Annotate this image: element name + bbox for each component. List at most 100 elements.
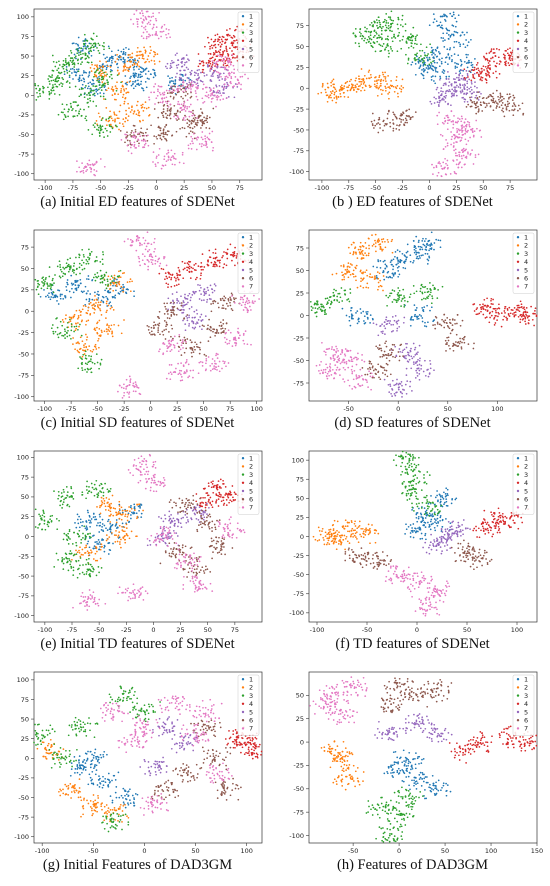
data-point (477, 91, 479, 93)
legend-label: 6 (524, 54, 528, 62)
data-point (85, 298, 88, 301)
data-point (167, 159, 170, 161)
data-point (452, 25, 455, 27)
data-point (240, 83, 242, 86)
data-point (442, 37, 445, 39)
data-point (489, 93, 491, 96)
data-point (169, 80, 171, 83)
x-tick-label: 25 (452, 184, 460, 192)
data-point (455, 31, 457, 33)
data-point (74, 71, 77, 73)
data-point (186, 319, 189, 322)
data-point (70, 282, 73, 285)
data-point (88, 47, 90, 50)
data-point (204, 45, 206, 48)
data-point (392, 85, 395, 88)
data-point (129, 143, 132, 146)
data-point (200, 272, 202, 275)
data-point (222, 64, 225, 66)
data-point (426, 242, 428, 245)
data-point (126, 144, 129, 147)
data-point (63, 328, 66, 331)
data-point (414, 73, 417, 76)
data-point (198, 325, 201, 328)
data-point (421, 58, 424, 60)
data-point (221, 367, 223, 370)
data-point (227, 299, 230, 302)
data-point (335, 95, 338, 98)
data-point (126, 281, 129, 283)
data-point (478, 75, 481, 77)
data-point (96, 331, 99, 334)
data-point (380, 29, 383, 32)
data-point (440, 175, 443, 177)
data-point (208, 294, 211, 296)
data-point (453, 81, 456, 84)
data-point (170, 348, 173, 351)
data-point (471, 101, 474, 103)
data-point (190, 306, 193, 308)
data-point (392, 265, 395, 268)
data-point (80, 47, 83, 50)
scatter-plot-a: -100 -75 -50 -25 0 25 50 75-100-75-50-250255075… (14, 8, 263, 192)
data-point (241, 296, 244, 299)
data-point (209, 336, 212, 339)
data-point (144, 73, 147, 75)
data-point (188, 110, 190, 113)
data-point (111, 61, 113, 64)
data-point (187, 77, 190, 79)
data-point (380, 27, 383, 30)
data-point (211, 60, 214, 62)
data-point (67, 110, 69, 113)
data-point (190, 90, 192, 93)
data-point (435, 67, 438, 69)
data-point (224, 62, 227, 65)
data-point (107, 45, 110, 48)
data-point (148, 255, 151, 258)
data-point (373, 119, 376, 122)
data-point (78, 342, 80, 345)
data-point (372, 25, 374, 28)
data-point (142, 14, 145, 17)
data-point (184, 362, 187, 364)
data-point (216, 66, 219, 69)
data-point (508, 93, 511, 95)
data-point (176, 302, 178, 304)
data-point (79, 356, 81, 358)
data-point (126, 83, 128, 86)
data-point (227, 72, 230, 75)
data-point (175, 277, 177, 280)
data-point (93, 67, 96, 70)
data-point (363, 81, 366, 84)
data-point (77, 112, 80, 115)
data-point (243, 342, 246, 345)
data-point (155, 97, 158, 100)
data-point (154, 17, 157, 20)
data-point (369, 37, 371, 40)
data-point (122, 283, 124, 286)
data-point (428, 24, 431, 27)
data-point (118, 54, 121, 57)
data-point (84, 47, 87, 50)
data-point (455, 62, 458, 65)
data-point (210, 38, 213, 41)
data-point (217, 50, 220, 53)
data-point (144, 131, 147, 134)
data-point (438, 24, 441, 27)
data-point (87, 306, 90, 309)
data-point (350, 243, 353, 246)
data-point (66, 321, 69, 324)
data-point (478, 91, 481, 93)
data-point (348, 315, 351, 318)
data-point (442, 69, 445, 71)
data-point (402, 266, 405, 269)
data-point (147, 70, 150, 73)
data-point (141, 106, 144, 108)
data-point (99, 334, 102, 337)
data-point (101, 295, 104, 298)
data-point (420, 246, 423, 249)
data-point (133, 145, 136, 147)
data-point (195, 86, 197, 89)
data-point (114, 92, 116, 95)
